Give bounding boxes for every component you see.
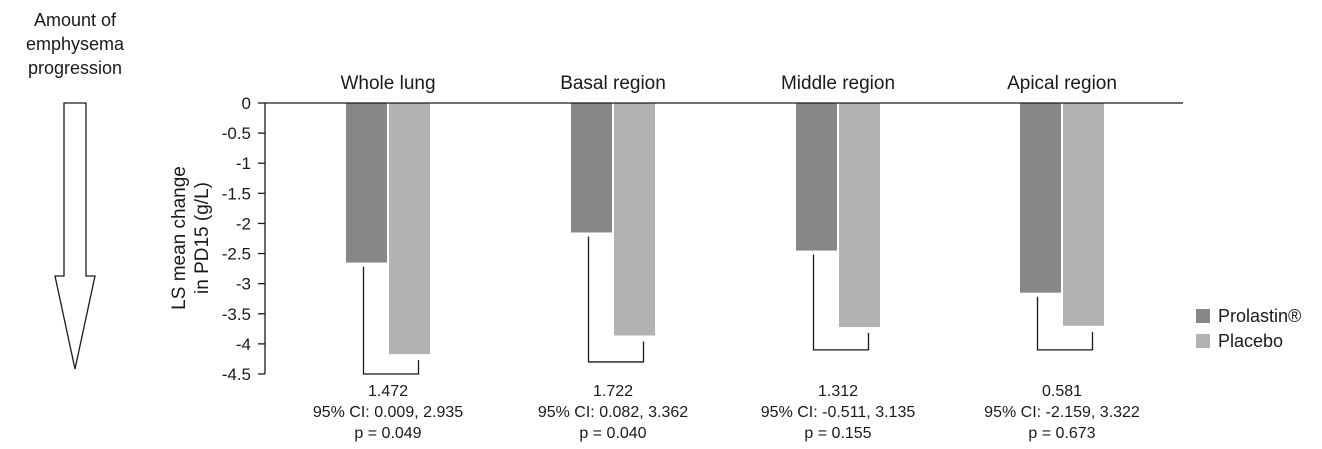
legend-label: Prolastin® xyxy=(1218,306,1301,326)
ci-label: 95% CI: -0.511, 3.135 xyxy=(761,404,916,421)
legend-swatch xyxy=(1196,334,1210,348)
y-tick-label: -1.5 xyxy=(222,184,251,203)
category-label: Apical region xyxy=(1007,73,1117,94)
bar-prolastin xyxy=(346,103,387,263)
down-arrow-icon xyxy=(54,102,96,370)
p-value-label: p = 0.673 xyxy=(1028,425,1095,442)
annotation-line-1: Amount of xyxy=(33,10,117,30)
p-value-label: p = 0.155 xyxy=(804,425,871,442)
category-label: Middle region xyxy=(781,73,895,94)
p-value-label: p = 0.049 xyxy=(354,425,421,442)
ci-label: 95% CI: -2.159, 3.322 xyxy=(984,404,1140,421)
difference-label: 1.312 xyxy=(818,383,858,400)
y-tick-label: -3 xyxy=(236,275,251,294)
ci-label: 95% CI: 0.009, 2.935 xyxy=(313,404,463,421)
comparison-bracket xyxy=(362,266,420,375)
y-tick-label: -1 xyxy=(236,154,251,173)
y-axis-label-line: in PD15 (g/L) xyxy=(192,182,213,294)
category-label: Basal region xyxy=(560,73,666,94)
progression-annotation: Amount of emphysema progression xyxy=(0,8,150,80)
bar-placebo xyxy=(614,103,655,336)
legend-swatch xyxy=(1196,309,1210,323)
comparison-bracket xyxy=(812,254,870,351)
bar-placebo xyxy=(1063,103,1104,326)
comparison-bracket xyxy=(587,236,645,363)
y-axis-label-line: LS mean change xyxy=(169,166,190,310)
y-tick-label: -4 xyxy=(236,335,251,354)
y-tick-label: -3.5 xyxy=(222,305,251,324)
annotation-line-2: emphysema xyxy=(25,34,125,54)
category-label: Whole lung xyxy=(340,73,435,94)
y-axis-label: LS mean change in PD15 (g/L) xyxy=(169,166,213,310)
bar-prolastin xyxy=(1020,103,1061,293)
difference-label: 1.472 xyxy=(368,383,408,400)
difference-label: 1.722 xyxy=(593,383,633,400)
annotation-line-3: progression xyxy=(27,58,123,78)
y-tick-label: -2.5 xyxy=(222,245,251,264)
comparison-bracket xyxy=(1036,296,1094,351)
ci-label: 95% CI: 0.082, 3.362 xyxy=(538,404,688,421)
y-tick-label: 0 xyxy=(242,94,251,113)
bar-placebo xyxy=(839,103,880,328)
bar-placebo xyxy=(389,103,430,355)
y-tick-label: -0.5 xyxy=(222,124,251,143)
y-tick-label: -2 xyxy=(236,214,251,233)
bar-prolastin xyxy=(571,103,612,233)
y-tick-label: -4.5 xyxy=(222,365,251,384)
bar-prolastin xyxy=(796,103,837,251)
legend-label: Placebo xyxy=(1218,331,1283,351)
difference-label: 0.581 xyxy=(1042,383,1082,400)
p-value-label: p = 0.040 xyxy=(579,425,646,442)
